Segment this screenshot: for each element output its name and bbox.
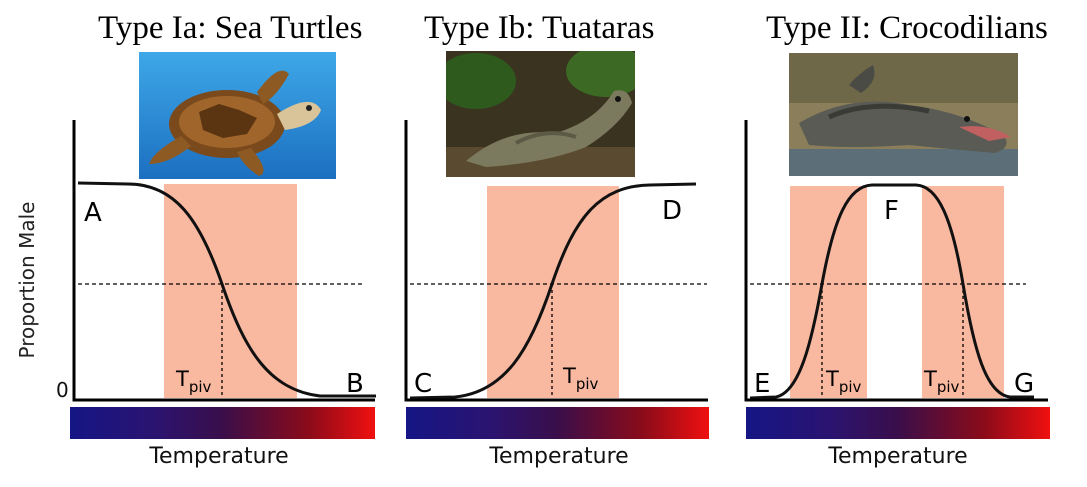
axes xyxy=(72,120,375,402)
y-zero-label: 0 xyxy=(56,378,69,402)
panel-tuataras xyxy=(404,120,708,402)
axes xyxy=(744,120,1048,402)
temperature-gradient-bar xyxy=(746,407,1050,439)
proportion-male-curve xyxy=(749,183,1034,400)
pivot-temperature-label: Tpiv xyxy=(825,367,862,396)
sea-turtle-photo xyxy=(139,52,336,179)
y-axis-label: Proportion Male xyxy=(15,201,39,359)
tsd-band xyxy=(164,184,297,398)
x-axis-label: Temperature xyxy=(489,444,629,469)
crocodilian-photo xyxy=(789,53,1018,176)
proportion-male-curve xyxy=(77,181,376,398)
temperature-gradient-bar xyxy=(406,407,709,439)
panel-crocodilians xyxy=(744,120,1048,402)
temperature-gradient-bar xyxy=(70,407,375,439)
panel-title-tuataras: Type Ib: Tuataras xyxy=(424,10,655,46)
curve-letter-c: C xyxy=(414,369,432,399)
curve-letter-e: E xyxy=(754,369,770,399)
pivot-temperature-label: Tpiv xyxy=(923,367,960,396)
pivot-temperature-label: Tpiv xyxy=(175,367,212,396)
pivot-temperature-label: Tpiv xyxy=(562,364,599,393)
panel-title-crocodilians: Type II: Crocodilians xyxy=(766,10,1048,46)
curve-letter-f: F xyxy=(884,196,899,226)
panel-sea-turtles xyxy=(72,120,376,402)
x-axis-label: Temperature xyxy=(149,444,289,469)
x-axis-label: Temperature xyxy=(828,444,968,469)
panel-title-sea-turtles: Type Ia: Sea Turtles xyxy=(98,10,363,46)
curve-letter-d: D xyxy=(662,196,682,226)
curve-letter-b: B xyxy=(346,369,364,399)
curve-letter-g: G xyxy=(1014,369,1034,399)
axes xyxy=(404,120,708,402)
proportion-male-curve xyxy=(409,182,697,400)
curve-letter-a: A xyxy=(84,198,102,228)
tsd-band xyxy=(487,186,619,398)
tuatara-photo xyxy=(446,51,635,177)
